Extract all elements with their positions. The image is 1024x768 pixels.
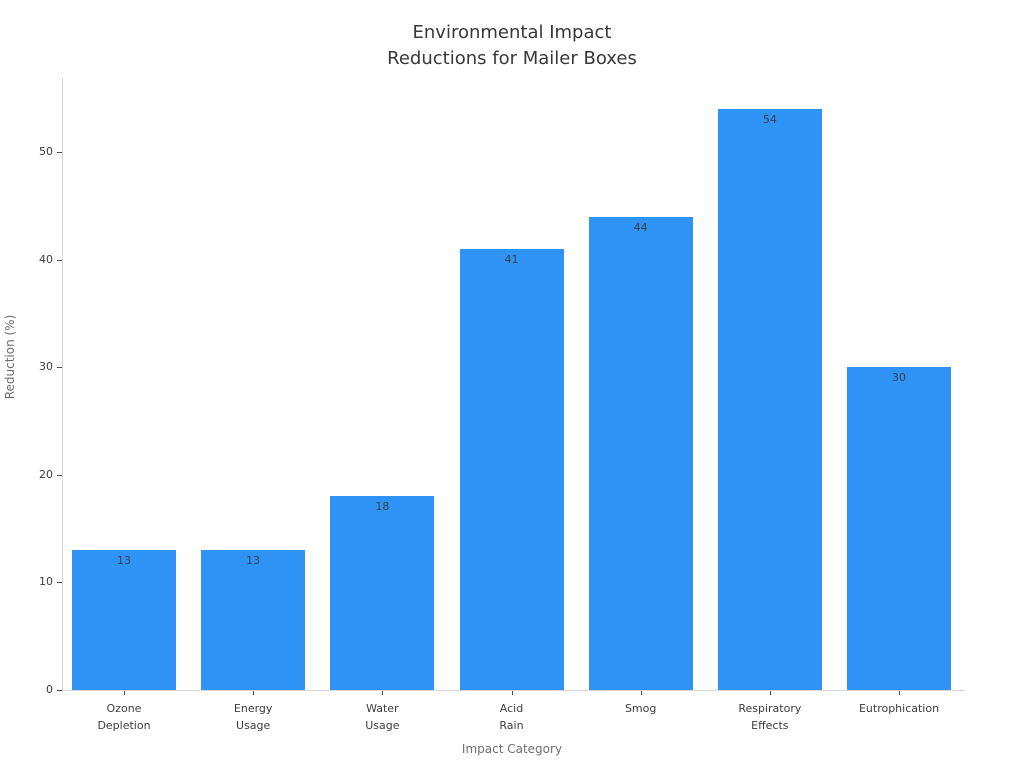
y-axis-spine [62, 78, 63, 690]
bar-value-label: 41 [504, 252, 519, 266]
bar-2 [201, 550, 306, 690]
x-tick-label: Ozone Depletion [97, 702, 151, 732]
y-tick-mark [57, 474, 62, 476]
y-tick-label: 0 [46, 683, 53, 696]
bar-5 [588, 216, 693, 690]
x-tick-label: Acid Rain [499, 702, 524, 732]
bar-7 [847, 367, 952, 690]
x-tick-label: Respiratory Effects [738, 702, 802, 732]
x-tick-mark [382, 691, 384, 695]
x-tick-mark [899, 691, 901, 695]
x-axis-title: Impact Category [461, 742, 563, 756]
y-tick-label: 50 [39, 145, 53, 158]
y-tick-mark [57, 582, 62, 584]
bar-3 [330, 496, 435, 690]
y-tick-mark [57, 152, 62, 153]
x-tick-label: Smog [624, 702, 657, 715]
y-tick-mark [57, 367, 62, 369]
x-tick-mark [640, 691, 642, 695]
bar-1 [72, 550, 176, 690]
bar-value-label: 44 [633, 220, 648, 234]
bar-value-label: 13 [246, 554, 261, 568]
y-tick-label: 40 [39, 252, 53, 266]
x-tick-label: Water Usage [365, 702, 400, 732]
bar-value-label: 54 [762, 112, 777, 126]
chart-title: Environmental Impact Reductions for Mail… [387, 22, 637, 69]
bar-value-label: 30 [892, 371, 907, 385]
x-axis-spine [62, 690, 965, 691]
bar-value-label: 18 [375, 500, 390, 514]
y-tick-label: 20 [39, 467, 53, 481]
x-tick-label: Eutrophication [858, 702, 940, 715]
y-tick-mark [57, 259, 62, 261]
x-tick-mark [253, 691, 255, 695]
bar-6 [717, 108, 822, 690]
bar-4 [459, 248, 564, 690]
x-tick-mark [124, 691, 125, 695]
bar-value-label: 13 [117, 554, 131, 568]
x-tick-mark [511, 691, 513, 695]
y-tick-label: 10 [39, 575, 53, 589]
x-tick-label: Energy Usage [233, 702, 273, 732]
y-tick-label: 30 [39, 360, 53, 374]
y-tick-mark [57, 690, 62, 691]
x-tick-mark [769, 691, 771, 695]
